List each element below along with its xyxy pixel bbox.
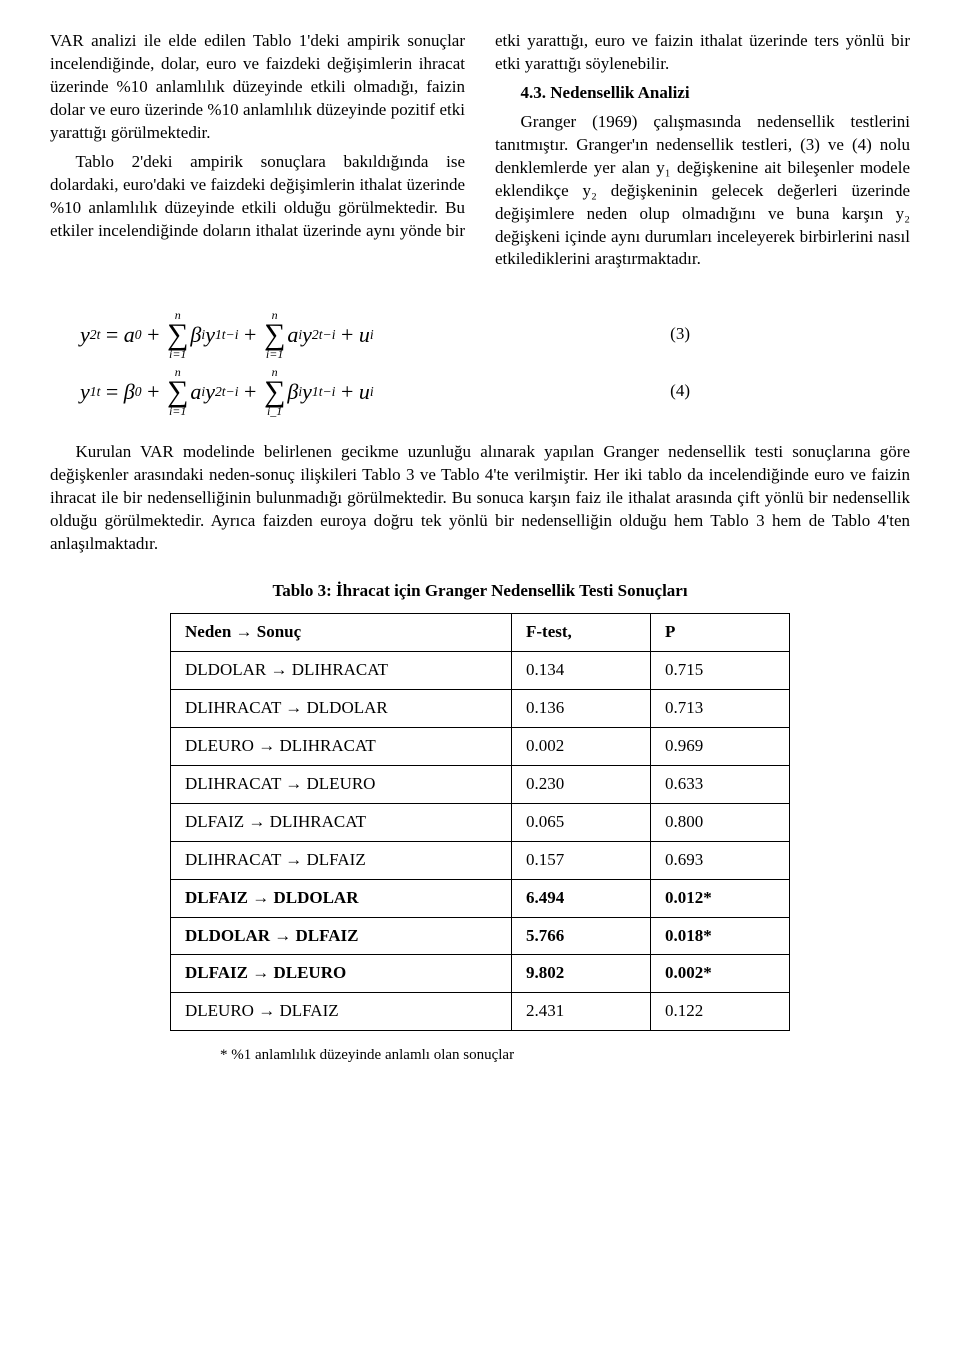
table-cell: 0.713 (651, 689, 790, 727)
table-cell: 5.766 (512, 917, 651, 955)
table-cell: 0.002 (512, 727, 651, 765)
table-row: DLEURO → DLIHRACAT0.0020.969 (171, 727, 790, 765)
table-cell: DLFAIZ → DLDOLAR (171, 879, 512, 917)
table-col-ftest: F-test, (512, 614, 651, 652)
table-cell: DLEURO → DLFAIZ (171, 993, 512, 1031)
table-cell: 0.122 (651, 993, 790, 1031)
table-3-caption: Tablo 3: İhracat için Granger Nedenselli… (50, 580, 910, 603)
two-column-text: VAR analizi ile elde edilen Tablo 1'deki… (50, 30, 910, 271)
table-row: DLIHRACAT → DLFAIZ0.1570.693 (171, 841, 790, 879)
table-cell: DLFAIZ → DLEURO (171, 955, 512, 993)
table-cell: 0.065 (512, 803, 651, 841)
table-cell: DLIHRACAT → DLEURO (171, 765, 512, 803)
table-col-p: P (651, 614, 790, 652)
table-cell: 0.136 (512, 689, 651, 727)
table-row: DLDOLAR → DLIHRACAT0.1340.715 (171, 651, 790, 689)
table-3: Neden → Sonuç F-test, P DLDOLAR → DLIHRA… (170, 613, 790, 1031)
table-cell: DLIHRACAT → DLFAIZ (171, 841, 512, 879)
table-row: DLFAIZ → DLDOLAR6.4940.012* (171, 879, 790, 917)
table-cell: DLFAIZ → DLIHRACAT (171, 803, 512, 841)
equation-3-number: (3) (670, 323, 690, 346)
table-cell: 0.018* (651, 917, 790, 955)
table-header-row: Neden → Sonuç F-test, P (171, 614, 790, 652)
equation-3: y2t = a0 + n∑i=1 βiy1t−i + n∑i=1 aiy2t−i… (50, 309, 910, 360)
table-cell: 0.230 (512, 765, 651, 803)
table-row: DLDOLAR → DLFAIZ5.7660.018* (171, 917, 790, 955)
table-cell: 2.431 (512, 993, 651, 1031)
table-cell: 0.633 (651, 765, 790, 803)
table-cell: DLIHRACAT → DLDOLAR (171, 689, 512, 727)
table-cell: 0.157 (512, 841, 651, 879)
table-cell: DLDOLAR → DLFAIZ (171, 917, 512, 955)
equations-block: y2t = a0 + n∑i=1 βiy1t−i + n∑i=1 aiy2t−i… (50, 309, 910, 417)
section-heading: 4.3. Nedensellik Analizi (495, 82, 910, 105)
table-cell: 0.715 (651, 651, 790, 689)
table-cell: 6.494 (512, 879, 651, 917)
table-cell: 0.969 (651, 727, 790, 765)
table-row: DLEURO → DLFAIZ2.4310.122 (171, 993, 790, 1031)
table-row: DLIHRACAT → DLDOLAR0.1360.713 (171, 689, 790, 727)
table-row: DLFAIZ → DLEURO9.8020.002* (171, 955, 790, 993)
table-cell: 0.693 (651, 841, 790, 879)
paragraph-3: Granger (1969) çalışmasında nedensellik … (495, 111, 910, 272)
paragraph-1: VAR analizi ile elde edilen Tablo 1'deki… (50, 30, 465, 145)
table-cell: 0.134 (512, 651, 651, 689)
table-cell: 0.002* (651, 955, 790, 993)
table-row: DLFAIZ → DLIHRACAT0.0650.800 (171, 803, 790, 841)
table-cell: 9.802 (512, 955, 651, 993)
equation-4: y1t = β0 + n∑i=1 aiy2t−i + n∑i_1 βiy1t−i… (50, 366, 910, 417)
table-cell: 0.800 (651, 803, 790, 841)
table-row: DLIHRACAT → DLEURO0.2300.633 (171, 765, 790, 803)
full-width-paragraph: Kurulan VAR modelinde belirlenen gecikme… (50, 441, 910, 556)
equation-4-number: (4) (670, 380, 690, 403)
table-cell: 0.012* (651, 879, 790, 917)
table-cell: DLDOLAR → DLIHRACAT (171, 651, 512, 689)
table-col-neden: Neden → Sonuç (171, 614, 512, 652)
table-cell: DLEURO → DLIHRACAT (171, 727, 512, 765)
table-3-note: * %1 anlamlılık düzeyinde anlamlı olan s… (220, 1045, 910, 1065)
